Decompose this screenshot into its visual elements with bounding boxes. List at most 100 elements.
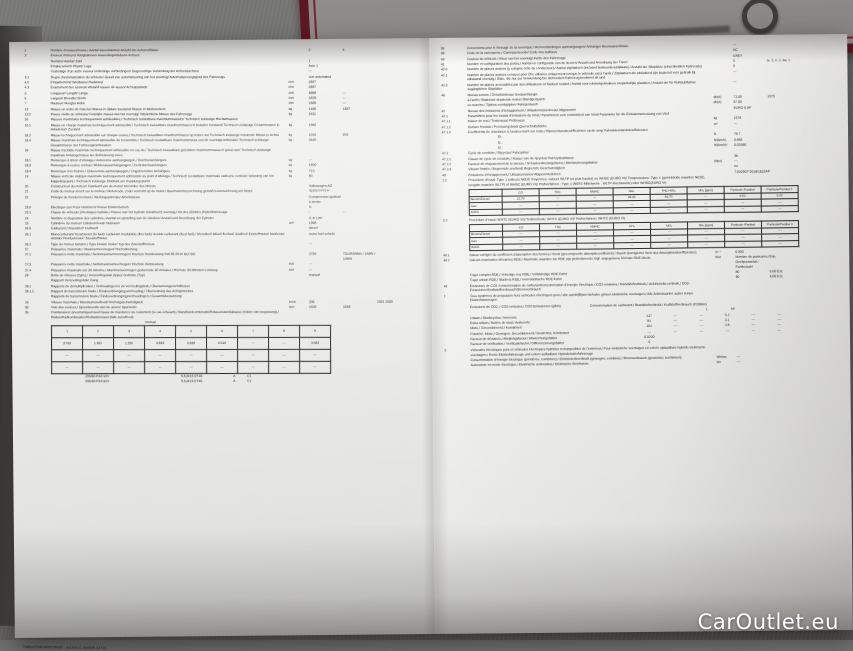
row-number: 48 — [442, 173, 468, 178]
row-unit: KW — [289, 262, 309, 267]
row-unit: mm — [289, 80, 309, 85]
table-cell: 7 — [238, 325, 269, 337]
row-value-2: TOURS/MIN / 1/MIN / 1/MIN — [343, 252, 377, 262]
row-number: 28 — [25, 273, 51, 278]
co2-value: --- — [688, 313, 714, 318]
co2-value: 0.0230 — [636, 335, 662, 340]
row-label: Emplacement/ Plaats/ Lage — [51, 64, 289, 69]
row-value-1: 80 — [736, 275, 770, 280]
row-number: 47.1 — [442, 114, 468, 119]
row-label: Cylindrée du moteur/ Cilinderinhoud/ Hub… — [51, 221, 289, 226]
table-cell: --- — [651, 242, 688, 249]
row-number: 18.3 — [25, 164, 51, 169]
row-value-1: 1500 — [309, 163, 343, 168]
fuel-value: 3.8 — [714, 323, 740, 328]
row-value-3: 1931 1590 — [377, 299, 417, 304]
table-cell: --- — [207, 361, 238, 373]
row-value-1: 4689 — [309, 90, 343, 95]
row-number: 29 — [25, 300, 51, 305]
row-unit: cm³ — [289, 221, 309, 226]
table-cell: --- — [688, 241, 725, 248]
row-value-1: 5 — [733, 58, 767, 63]
watermark-caroutlet: CarOutlet.eu — [698, 610, 839, 634]
row-label: Voie des essieux,/ Spoorbreedte van de a… — [51, 305, 289, 310]
table-cell: --- — [176, 362, 207, 374]
row-unit: kg — [714, 116, 734, 121]
row-value-1: --- — [734, 158, 768, 163]
table-cell: --- — [114, 362, 145, 374]
fuel-unit-header: L — [694, 308, 720, 313]
co2-value: 137 — [636, 314, 662, 319]
row-label: Masse techniquement admissible sur chaqu… — [51, 133, 289, 138]
table-cell: --- — [238, 337, 269, 349]
table-cell: --- — [577, 243, 614, 250]
row-number: 27 — [25, 247, 51, 252]
row-value-2: 4 — [343, 48, 377, 53]
row-value-1: 4; in Line — [309, 215, 343, 220]
row-number: 26.1 — [25, 232, 51, 237]
row-unit: kg — [289, 122, 309, 127]
row-label: Crabotage d'un autre essieu/ onderlinge … — [51, 69, 289, 74]
row-number: 18.4 — [25, 169, 51, 174]
table-cell: 3.750 — [52, 338, 83, 350]
table-cell: --- — [762, 240, 799, 247]
final-drive-row: --------------------------- — [52, 349, 331, 361]
row-label: Masses maximales techniquement admissibl… — [51, 117, 289, 122]
table-cell: --- — [83, 350, 114, 362]
row-label: Monocarburant/ bicarburant (bi-fuel)/ ca… — [51, 231, 289, 241]
table-cell: 0.510 — [207, 337, 238, 349]
row-number: 3.1 — [25, 75, 51, 80]
row-value-1: N — [309, 205, 343, 210]
row-number: 3 — [25, 54, 51, 59]
row-label: Type de moteur bistarre,/ Type binaire m… — [51, 241, 289, 246]
row-number: 4.3 — [25, 86, 51, 91]
row-number: 16.2 — [25, 133, 51, 138]
row-number: 35 — [25, 311, 51, 316]
row-value-1: 1435 — [309, 106, 343, 111]
row-unit: kg — [289, 112, 309, 117]
co2-value: --- — [688, 324, 714, 329]
row-value-1: 1505 — [309, 101, 343, 106]
table-cell: --- — [52, 350, 83, 362]
row-value-2: 1637 — [343, 106, 377, 111]
row-value-1: 1511 — [309, 112, 343, 117]
tyre-class: C1 — [247, 379, 267, 384]
row-unit: km/h — [289, 299, 309, 304]
row-value-1: 2667 — [309, 80, 343, 85]
table-cell: --- — [503, 243, 540, 250]
row-number: 47.2.2 — [442, 162, 468, 167]
tyre-rim: 6,5JX16 ET46 — [181, 374, 233, 379]
row-value-1: 715/2007*2018/1832AP — [734, 169, 768, 174]
row-value-2: Exp. — [769, 254, 803, 259]
table-cell: --- — [269, 361, 300, 373]
row-number: 16 — [25, 118, 51, 123]
row-value-1: 80 — [736, 269, 770, 274]
row-number: 25 — [25, 221, 51, 226]
row-value-1: --- — [309, 241, 343, 246]
row-label: Code du moteur inscrit sur le moteur,/ M… — [51, 189, 289, 194]
row-number: 18 — [25, 148, 51, 153]
row-number: 36 — [441, 46, 467, 51]
row-number: 47.2 — [442, 151, 468, 156]
row-label: Masse en ordre de marche/ Massa in rijkl… — [51, 107, 289, 112]
row-label: Puissance maximale sur 30 minutes,/ Maxi… — [51, 268, 289, 273]
row-value-1: 67.00 — [733, 100, 767, 105]
row-label: Masse maximale techniquement admissible … — [51, 138, 289, 148]
row-value-1: 1020 — [309, 132, 343, 137]
row-number: 20 — [25, 184, 51, 189]
table-cell: --- — [145, 350, 176, 362]
document-serial-number: TMBJO7NDSMY079008 - 421055 C 000009 3371… — [23, 645, 106, 650]
table-cell: --- — [540, 243, 577, 250]
co2-consumption-block: Emissions de CO2 ,/ CO2-emissies,/ CO2-E… — [444, 301, 844, 348]
table-cell: 0.833 — [145, 338, 176, 350]
